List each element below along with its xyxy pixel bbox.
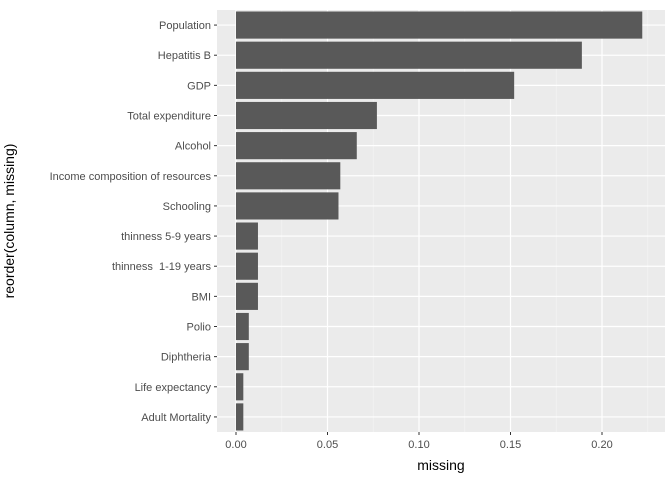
bar (236, 252, 258, 280)
y-tick-label: Population (159, 20, 211, 32)
y-axis-title: reorder(column, missing) (1, 144, 17, 299)
y-tick-label: thinness 1-19 years (112, 261, 212, 273)
y-tick-label: Income composition of resources (50, 171, 212, 183)
x-tick-label: 0.15 (500, 439, 521, 451)
y-tick-label: Diphtheria (161, 352, 212, 364)
bar (236, 192, 339, 220)
y-tick-label: Alcohol (175, 141, 211, 153)
x-axis: 0.00 0.05 0.10 0.15 0.20 (225, 432, 613, 451)
x-tick-label: 0.05 (317, 439, 338, 451)
y-tick-label: BMI (191, 291, 211, 303)
y-tick-label: GDP (187, 80, 211, 92)
bar (236, 101, 377, 130)
y-tick-label: thinness 5-9 years (121, 231, 211, 243)
x-tick-label: 0.00 (225, 439, 246, 451)
y-tick-label: Polio (187, 322, 211, 334)
bar (236, 312, 249, 341)
y-tick-label: Schooling (163, 201, 211, 213)
bar (236, 373, 244, 401)
y-tick-label: Hepatitis B (158, 50, 211, 62)
bar (236, 132, 357, 160)
x-tick-label: 0.10 (408, 439, 429, 451)
bar (236, 11, 643, 39)
bar (236, 282, 258, 310)
x-axis-title: missing (417, 457, 464, 473)
x-tick-label: 0.20 (591, 439, 612, 451)
bar (236, 403, 244, 431)
bar (236, 41, 582, 69)
bar (236, 162, 341, 190)
y-tick-label: Life expectancy (135, 382, 212, 394)
bar (236, 343, 249, 371)
bar (236, 71, 515, 99)
y-tick-label: Adult Mortality (141, 412, 211, 424)
y-axis: Population Hepatitis B GDP Total expenditur… (50, 20, 217, 424)
bar (236, 222, 258, 250)
y-tick-label: Total expenditure (127, 111, 211, 123)
bars (236, 11, 643, 431)
